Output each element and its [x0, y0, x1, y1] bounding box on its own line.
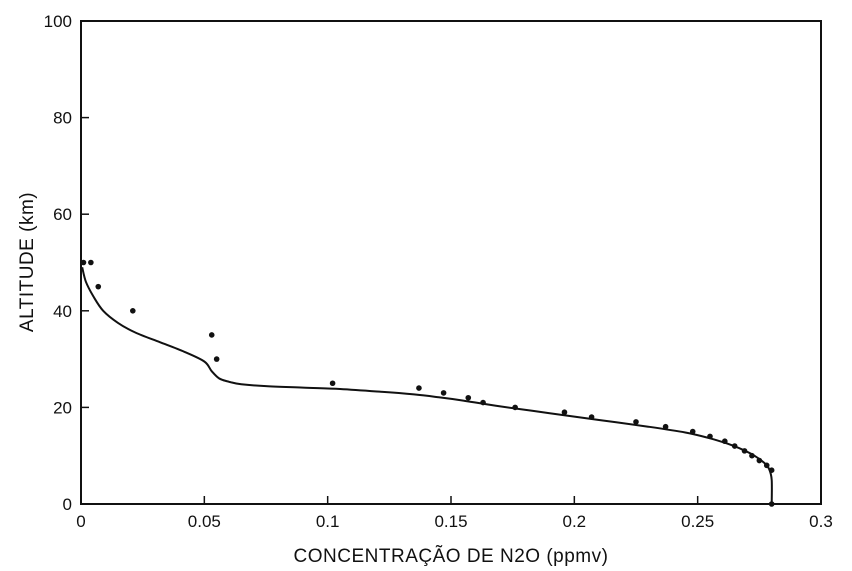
y-tick-label: 60	[53, 205, 72, 224]
data-point	[768, 501, 775, 507]
data-point	[633, 419, 639, 425]
fit-curve	[81, 267, 773, 505]
x-axis-tick-labels: 0 0.05 0.1 0.15 0.2 0.25 0.3	[76, 512, 833, 531]
data-point	[88, 259, 94, 266]
data-point	[130, 308, 136, 314]
data-point	[741, 448, 748, 454]
data-point	[731, 443, 738, 449]
data-point	[763, 462, 770, 469]
y-axis-ticks	[81, 20, 89, 505]
data-point	[440, 390, 447, 396]
x-tick-label: 0.3	[809, 512, 833, 531]
data-point	[213, 356, 220, 362]
y-axis-title: ALTITUDE (km)	[17, 192, 38, 332]
data-point	[768, 467, 775, 473]
x-tick-label: 0.2	[563, 512, 587, 531]
data-point	[756, 457, 763, 464]
data-point	[512, 404, 518, 411]
plot-frame	[80, 20, 822, 505]
data-point	[707, 433, 713, 440]
x-axis-ticks	[80, 496, 822, 504]
data-point	[416, 385, 422, 391]
x-tick-label: 0	[76, 512, 85, 531]
data-point	[722, 438, 728, 445]
data-point	[749, 452, 755, 459]
x-tick-label: 0.05	[188, 512, 221, 531]
data-point	[480, 399, 486, 406]
y-tick-label: 40	[53, 302, 72, 321]
data-point	[95, 283, 102, 290]
data-point	[662, 423, 669, 430]
y-tick-label: 0	[63, 495, 72, 514]
data-point	[588, 414, 595, 420]
data-point	[329, 380, 336, 387]
x-tick-label: 0.15	[434, 512, 467, 531]
data-point	[80, 259, 87, 266]
data-point	[465, 394, 472, 401]
y-tick-label: 20	[53, 398, 72, 417]
y-axis-tick-labels: 0 20 40 60 80 100	[44, 12, 72, 514]
data-points	[80, 259, 775, 507]
x-tick-label: 0.25	[681, 512, 714, 531]
x-axis-title: CONCENTRAÇÃO DE N2O (ppmv)	[294, 545, 609, 567]
y-tick-label: 80	[53, 109, 72, 128]
data-point	[689, 428, 696, 435]
x-tick-label: 0.1	[316, 512, 340, 531]
data-point	[208, 332, 215, 338]
y-tick-label: 100	[44, 12, 72, 31]
data-point	[561, 409, 568, 416]
